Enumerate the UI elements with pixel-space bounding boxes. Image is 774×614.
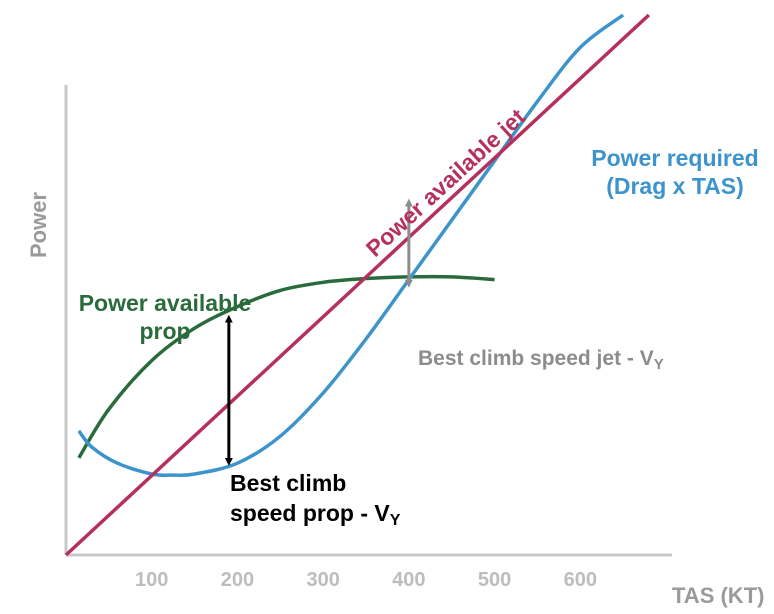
- x-tick-label-500: 500: [478, 569, 511, 591]
- best-climb-jet-label: Best climb speed jet - VY: [418, 347, 664, 373]
- power-required-label-line1: Power required: [591, 145, 758, 171]
- best-climb-jet-subscript: Y: [654, 356, 664, 373]
- power-available-jet-line: [64, 13, 651, 557]
- x-tick-label-300: 300: [306, 569, 339, 591]
- x-axis-label: TAS (KT): [672, 583, 764, 608]
- best-climb-jet-label-text: Best climb speed jet - V: [418, 347, 654, 370]
- y-axis-label: Power: [26, 192, 51, 258]
- x-tick-label-600: 600: [564, 569, 597, 591]
- power-available-prop-label-line2: prop: [139, 318, 190, 344]
- best-climb-prop-label-line1: Best climb: [230, 470, 346, 496]
- power-available-jet-label: Power available jet: [361, 103, 531, 261]
- best-climb-prop-label-line2: speed prop - VY: [230, 500, 401, 529]
- power-required-line: [77, 13, 625, 478]
- best-climb-prop-subscript: Y: [390, 512, 401, 529]
- power-available-prop-label-line1: Power available: [79, 290, 252, 316]
- best-climb-prop-label-text: speed prop - V: [230, 500, 390, 526]
- power-available-prop-line: [77, 274, 495, 459]
- x-tick-label-200: 200: [221, 569, 254, 591]
- x-tick-label-400: 400: [392, 569, 425, 591]
- x-tick-labels: 100 200 300 400 500 600: [135, 569, 597, 591]
- power-required-label-line2: (Drag x TAS): [606, 173, 744, 199]
- x-tick-label-100: 100: [135, 569, 168, 591]
